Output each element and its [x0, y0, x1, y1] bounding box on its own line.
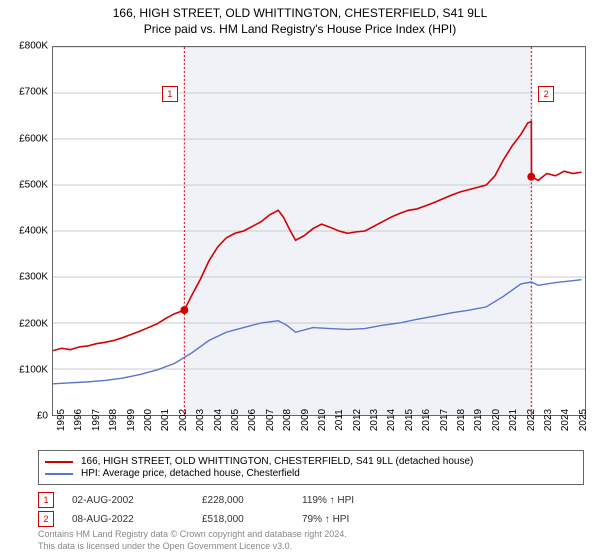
y-axis-label: £500K	[19, 179, 48, 190]
y-axis-label: £700K	[19, 87, 48, 98]
transaction-marker: 2	[38, 511, 54, 527]
vertical-marker-label: 1	[162, 86, 178, 102]
x-axis-label: 1997	[91, 409, 102, 431]
x-axis-label: 2016	[421, 409, 432, 431]
x-axis-label: 2008	[282, 409, 293, 431]
x-axis-label: 2024	[560, 409, 571, 431]
chart-svg	[53, 47, 585, 415]
vertical-marker-label: 2	[538, 86, 554, 102]
legend-item: 166, HIGH STREET, OLD WHITTINGTON, CHEST…	[45, 456, 577, 467]
x-axis-label: 2010	[317, 409, 328, 431]
transaction-delta: 79% ↑ HPI	[302, 514, 402, 525]
y-axis-label: £100K	[19, 364, 48, 375]
legend-swatch	[45, 461, 73, 463]
x-axis-label: 2001	[160, 409, 171, 431]
x-axis-label: 2000	[143, 409, 154, 431]
x-axis-label: 2019	[473, 409, 484, 431]
x-axis-label: 2009	[300, 409, 311, 431]
x-axis-label: 2005	[230, 409, 241, 431]
y-axis-label: £400K	[19, 226, 48, 237]
chart-title-block: 166, HIGH STREET, OLD WHITTINGTON, CHEST…	[0, 0, 600, 36]
x-axis-label: 1995	[56, 409, 67, 431]
legend-label: 166, HIGH STREET, OLD WHITTINGTON, CHEST…	[81, 456, 473, 467]
transaction-marker: 1	[38, 492, 54, 508]
y-axis-label: £300K	[19, 272, 48, 283]
x-axis-label: 2003	[195, 409, 206, 431]
x-axis-label: 2020	[491, 409, 502, 431]
legend-item: HPI: Average price, detached house, Ches…	[45, 468, 577, 479]
x-axis-label: 2015	[404, 409, 415, 431]
footer-line1: Contains HM Land Registry data © Crown c…	[38, 529, 347, 541]
x-axis-label: 1999	[126, 409, 137, 431]
transaction-row: 1 02-AUG-2002 £228,000 119% ↑ HPI	[38, 492, 402, 508]
transaction-price: £228,000	[202, 495, 302, 506]
x-axis-label: 2023	[543, 409, 554, 431]
x-axis-label: 1998	[108, 409, 119, 431]
chart-title-line1: 166, HIGH STREET, OLD WHITTINGTON, CHEST…	[0, 6, 600, 20]
x-axis-label: 2011	[334, 409, 345, 431]
transaction-price: £518,000	[202, 514, 302, 525]
x-axis-label: 2006	[247, 409, 258, 431]
x-axis-label: 2012	[352, 409, 363, 431]
transaction-date: 08-AUG-2022	[72, 514, 202, 525]
x-axis-label: 2021	[508, 409, 519, 431]
x-axis-label: 2017	[439, 409, 450, 431]
y-axis-label: £600K	[19, 133, 48, 144]
x-axis-label: 2013	[369, 409, 380, 431]
x-axis-label: 2018	[456, 409, 467, 431]
transaction-delta: 119% ↑ HPI	[302, 495, 402, 506]
transaction-row: 2 08-AUG-2022 £518,000 79% ↑ HPI	[38, 511, 402, 527]
x-axis-label: 2022	[526, 409, 537, 431]
footer-line2: This data is licensed under the Open Gov…	[38, 541, 347, 553]
chart-plot-area	[52, 46, 586, 416]
legend-label: HPI: Average price, detached house, Ches…	[81, 468, 300, 479]
legend-swatch	[45, 473, 73, 475]
x-axis-label: 2007	[265, 409, 276, 431]
x-axis-label: 1996	[73, 409, 84, 431]
y-axis-label: £200K	[19, 318, 48, 329]
chart-legend: 166, HIGH STREET, OLD WHITTINGTON, CHEST…	[38, 450, 584, 485]
x-axis-label: 2002	[178, 409, 189, 431]
x-axis-label: 2004	[213, 409, 224, 431]
x-axis-label: 2025	[578, 409, 589, 431]
y-axis-label: £0	[37, 411, 48, 422]
transactions-table: 1 02-AUG-2002 £228,000 119% ↑ HPI 2 08-A…	[38, 489, 402, 530]
transaction-date: 02-AUG-2002	[72, 495, 202, 506]
footer-attribution: Contains HM Land Registry data © Crown c…	[38, 529, 347, 552]
chart-title-line2: Price paid vs. HM Land Registry's House …	[0, 22, 600, 36]
y-axis-label: £800K	[19, 41, 48, 52]
x-axis-label: 2014	[386, 409, 397, 431]
